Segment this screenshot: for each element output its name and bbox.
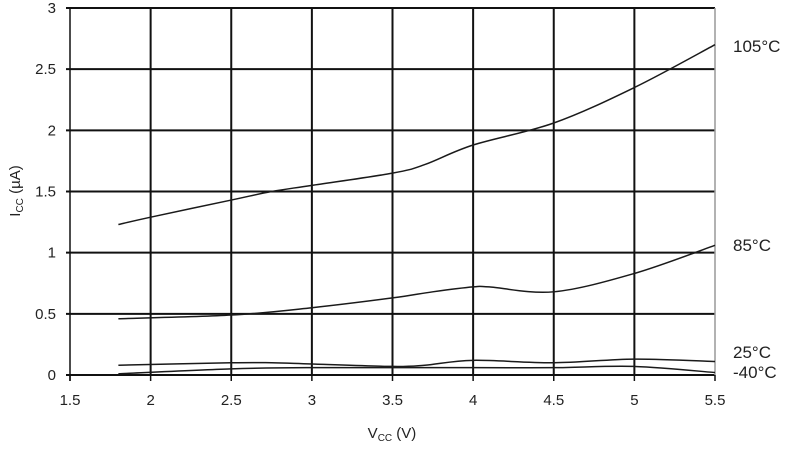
x-tick-label: 3	[308, 392, 316, 409]
x-tick-label: 2	[146, 392, 154, 409]
x-tick-label: 5	[630, 392, 638, 409]
y-tick-label: 0	[48, 367, 56, 384]
x-tick-label: 3.5	[382, 392, 403, 409]
y-tick-label: 3	[48, 0, 56, 17]
grid	[66, 7, 716, 381]
y-tick-label: 2.5	[35, 61, 56, 78]
series-line	[118, 358, 716, 368]
y-tick-label: 1.5	[35, 184, 56, 201]
series-label: 25°C	[733, 343, 771, 362]
series-lines	[118, 44, 716, 375]
y-tick-label: 0.5	[35, 306, 56, 323]
series-labels: 105°C 85°C 25°C-40°C	[733, 37, 780, 382]
x-tick-label: 2.5	[221, 392, 242, 409]
series-line	[118, 44, 716, 226]
y-tick-label: 1	[48, 245, 56, 262]
series-line	[118, 244, 716, 320]
x-axis-label: VCC (V)	[368, 425, 417, 444]
x-tick-label: 1.5	[60, 392, 81, 409]
series-label: -40°C	[733, 363, 777, 382]
x-tick-label: 5.5	[705, 392, 726, 409]
series-label: 105°C	[733, 37, 780, 56]
y-axis-label: ICC (µA)	[7, 165, 26, 216]
series-label: 85°C	[733, 236, 771, 255]
x-tick-label: 4.5	[543, 392, 564, 409]
x-tick-label: 4	[469, 392, 477, 409]
series-line	[118, 365, 716, 375]
y-tick-label: 2	[48, 122, 56, 139]
tick-labels: 1.5 2 2.5 3 3.5 4 4.5 5 5.5 0 0.5 1 1.5 2 2.5 3	[35, 0, 725, 409]
